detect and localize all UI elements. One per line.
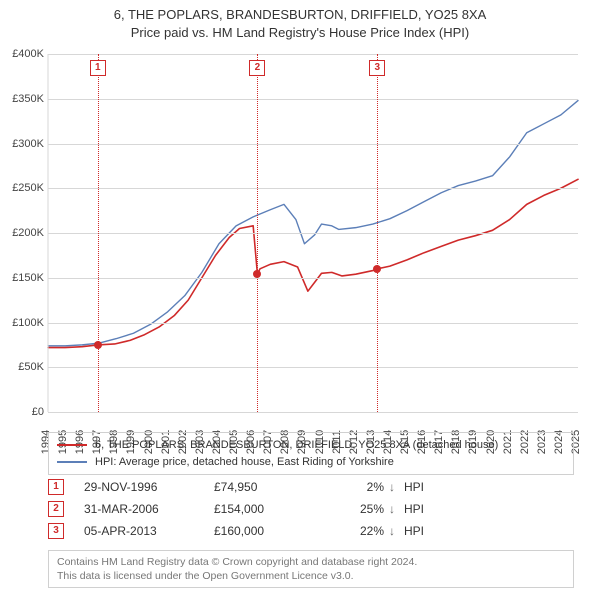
sale-marker-box: 3: [369, 60, 385, 76]
sale-price: £160,000: [214, 524, 334, 538]
gridline: [48, 278, 578, 279]
y-tick-label: £250K: [2, 182, 44, 194]
sale-dot: [373, 265, 381, 273]
sale-marker-box: 2: [249, 60, 265, 76]
gridline: [48, 99, 578, 100]
y-tick-label: £0: [2, 406, 44, 418]
series-hpi: [48, 101, 578, 346]
down-arrow-icon: ↓: [384, 502, 400, 516]
chart-plot-area: £0£50K£100K£150K£200K£250K£300K£350K£400…: [48, 54, 578, 412]
sale-price: £154,000: [214, 502, 334, 516]
sale-guideline: [377, 54, 378, 412]
y-tick-label: £400K: [2, 48, 44, 60]
gridline: [48, 412, 578, 413]
sale-note: HPI: [400, 480, 424, 494]
sale-dot: [94, 341, 102, 349]
sale-delta: 22%: [334, 524, 384, 538]
sale-note: HPI: [400, 502, 424, 516]
legend-item-hpi: HPI: Average price, detached house, East…: [57, 454, 565, 471]
sales-table: 129-NOV-1996£74,9502%↓HPI231-MAR-2006£15…: [48, 476, 574, 542]
y-tick-label: £50K: [2, 361, 44, 373]
sale-row-marker: 2: [48, 501, 64, 517]
sale-delta: 2%: [334, 480, 384, 494]
sale-date: 31-MAR-2006: [84, 502, 214, 516]
gridline: [48, 233, 578, 234]
chart-header: 6, THE POPLARS, BRANDESBURTON, DRIFFIELD…: [0, 0, 600, 43]
sale-row-marker: 1: [48, 479, 64, 495]
legend-item-property: 6, THE POPLARS, BRANDESBURTON, DRIFFIELD…: [57, 437, 565, 454]
down-arrow-icon: ↓: [384, 480, 400, 494]
sale-row: 3 05-APR-2013£160,00022%↓HPI: [48, 520, 574, 542]
sale-dot: [253, 270, 261, 278]
down-arrow-icon: ↓: [384, 524, 400, 538]
title-line-1: 6, THE POPLARS, BRANDESBURTON, DRIFFIELD…: [8, 6, 592, 24]
footer-line-2: This data is licensed under the Open Gov…: [57, 569, 565, 583]
y-tick-label: £350K: [2, 93, 44, 105]
legend-swatch-property: [57, 444, 87, 446]
sale-row: 1 29-NOV-1996£74,9502%↓HPI: [48, 476, 574, 498]
gridline: [48, 188, 578, 189]
y-tick-label: £100K: [2, 317, 44, 329]
sale-date: 05-APR-2013: [84, 524, 214, 538]
legend-swatch-hpi: [57, 461, 87, 463]
sale-row-marker: 3: [48, 523, 64, 539]
gridline: [48, 367, 578, 368]
sale-row: 2 31-MAR-2006£154,00025%↓HPI: [48, 498, 574, 520]
footer-attribution: Contains HM Land Registry data © Crown c…: [48, 550, 574, 588]
sale-price: £74,950: [214, 480, 334, 494]
y-tick-label: £300K: [2, 138, 44, 150]
y-tick-label: £200K: [2, 227, 44, 239]
sale-note: HPI: [400, 524, 424, 538]
title-line-2: Price paid vs. HM Land Registry's House …: [8, 24, 592, 42]
sale-date: 29-NOV-1996: [84, 480, 214, 494]
y-tick-label: £150K: [2, 272, 44, 284]
legend: 6, THE POPLARS, BRANDESBURTON, DRIFFIELD…: [48, 432, 574, 475]
footer-line-1: Contains HM Land Registry data © Crown c…: [57, 555, 565, 569]
sale-marker-box: 1: [90, 60, 106, 76]
sale-guideline: [257, 54, 258, 412]
legend-label-property: 6, THE POPLARS, BRANDESBURTON, DRIFFIELD…: [95, 437, 498, 454]
sale-guideline: [98, 54, 99, 412]
gridline: [48, 144, 578, 145]
sale-delta: 25%: [334, 502, 384, 516]
gridline: [48, 323, 578, 324]
legend-label-hpi: HPI: Average price, detached house, East…: [95, 454, 394, 471]
gridline: [48, 54, 578, 55]
